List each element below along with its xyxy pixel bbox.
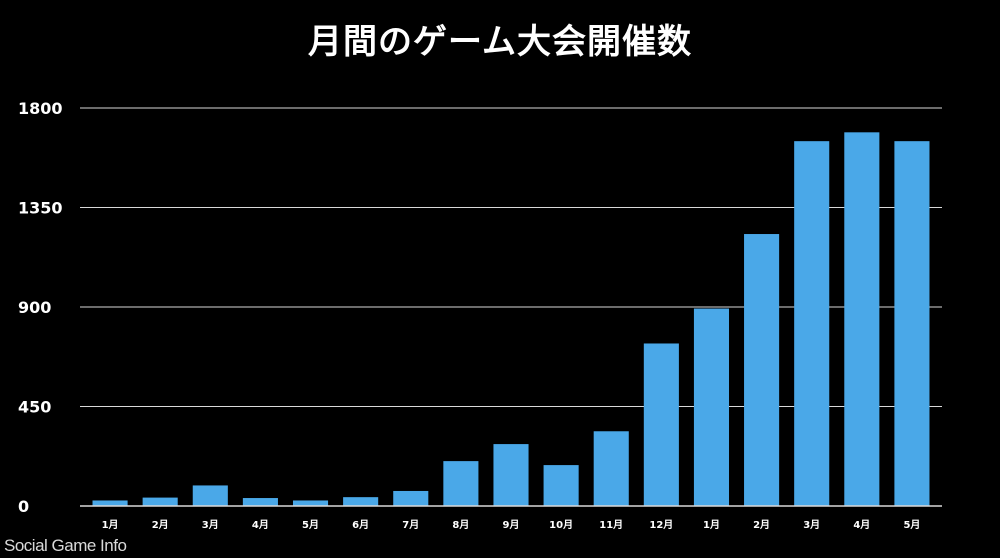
x-tick-label: 5月: [302, 519, 319, 531]
bar: [192, 485, 228, 506]
bar: [593, 431, 629, 506]
x-tick-label: 4月: [252, 519, 269, 531]
bar: [894, 141, 930, 506]
bar: [142, 497, 178, 506]
x-tick-label: 3月: [803, 519, 820, 531]
bar: [393, 490, 429, 506]
x-tick-label: 10月: [549, 519, 573, 531]
y-tick-label: 900: [18, 298, 51, 317]
bar: [443, 461, 479, 506]
bar: [92, 500, 128, 506]
bar: [343, 497, 379, 506]
x-tick-label: 1月: [703, 519, 720, 531]
bar: [292, 500, 329, 506]
x-tick-label: 3月: [202, 519, 219, 531]
x-tick-label: 9月: [503, 519, 520, 531]
x-tick-label: 1月: [102, 519, 119, 531]
watermark: Social Game Info: [4, 536, 127, 555]
x-tick-label: 12月: [649, 519, 673, 531]
x-tick-label: 11月: [599, 519, 623, 531]
x-tick-label: 5月: [903, 519, 920, 531]
chart-title: 月間のゲーム大会開催数: [308, 22, 692, 62]
y-tick-label: 1800: [18, 99, 63, 118]
x-tick-label: 7月: [402, 519, 419, 531]
x-tick-label: 4月: [853, 519, 870, 531]
x-tick-label: 2月: [753, 519, 770, 531]
bar: [744, 234, 780, 507]
bar: [794, 141, 830, 506]
x-tick-label: 6月: [352, 519, 369, 531]
y-tick-label: 450: [18, 398, 51, 417]
bar: [693, 308, 730, 506]
x-tick-label: 2月: [152, 519, 169, 531]
y-tick-label: 1350: [18, 199, 63, 218]
bar: [543, 465, 579, 506]
bar: [844, 132, 880, 507]
bar: [493, 444, 529, 506]
bar: [643, 343, 679, 506]
x-tick-label: 8月: [452, 519, 469, 531]
bar: [242, 498, 278, 506]
y-tick-label: 0: [18, 497, 29, 516]
